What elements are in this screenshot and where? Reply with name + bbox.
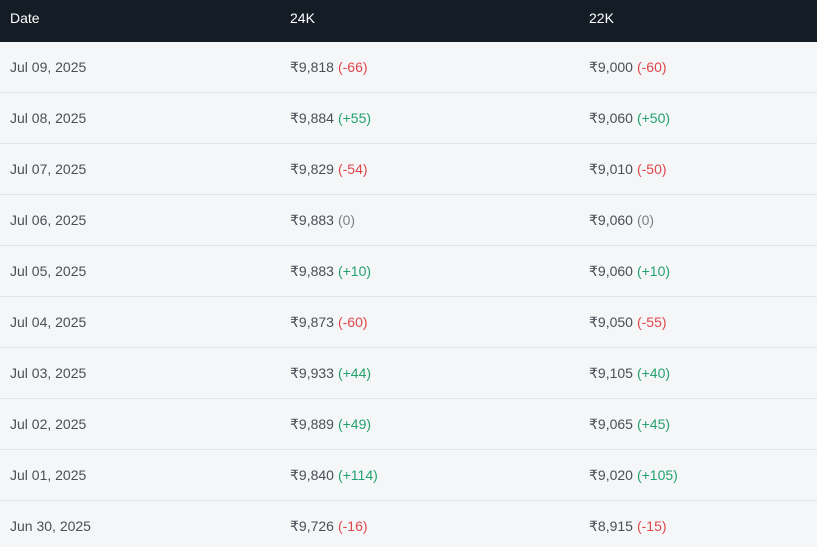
change-24k: (+49)	[337, 415, 372, 432]
row-24k: ₹9,840 (+114)	[290, 467, 589, 484]
price-24k: ₹9,889	[290, 415, 334, 432]
change-22k: (0)	[636, 211, 655, 228]
price-24k: ₹9,840	[290, 466, 334, 483]
row-22k: ₹8,915 (-15)	[589, 518, 817, 535]
row-24k: ₹9,818 (-66)	[290, 59, 589, 76]
header-date: Date	[10, 10, 40, 26]
row-date: Jul 05, 2025	[10, 263, 87, 279]
row-24k: ₹9,883 (0)	[290, 212, 589, 229]
price-22k: ₹9,050	[589, 313, 633, 330]
change-24k: (-54)	[337, 160, 368, 177]
row-22k: ₹9,065 (+45)	[589, 416, 817, 433]
price-24k: ₹9,883	[290, 211, 334, 228]
row-24k: ₹9,873 (-60)	[290, 314, 589, 331]
row-22k: ₹9,020 (+105)	[589, 467, 817, 484]
row-22k: ₹9,060 (0)	[589, 212, 817, 229]
price-24k: ₹9,933	[290, 364, 334, 381]
price-24k: ₹9,726	[290, 517, 334, 534]
change-22k: (-55)	[636, 313, 667, 330]
row-24k: ₹9,884 (+55)	[290, 110, 589, 127]
price-24k: ₹9,873	[290, 313, 334, 330]
change-22k: (-60)	[636, 58, 667, 75]
table-row: Jun 30, 2025 ₹9,726 (-16) ₹8,915 (-15)	[0, 501, 817, 547]
row-date: Jul 03, 2025	[10, 365, 87, 381]
change-22k: (-15)	[636, 517, 667, 534]
price-22k: ₹9,105	[589, 364, 633, 381]
row-date: Jul 01, 2025	[10, 467, 87, 483]
row-24k: ₹9,829 (-54)	[290, 161, 589, 178]
header-24k: 24K	[290, 10, 315, 26]
change-24k: (-16)	[337, 517, 368, 534]
row-22k: ₹9,060 (+50)	[589, 110, 817, 127]
price-22k: ₹9,000	[589, 58, 633, 75]
row-date: Jun 30, 2025	[10, 518, 91, 534]
change-22k: (+10)	[636, 262, 671, 279]
table-header: Date 24K 22K	[0, 0, 817, 42]
header-22k: 22K	[589, 10, 614, 26]
price-22k: ₹9,065	[589, 415, 633, 432]
row-24k: ₹9,933 (+44)	[290, 365, 589, 382]
table-row: Jul 07, 2025 ₹9,829 (-54) ₹9,010 (-50)	[0, 144, 817, 195]
price-24k: ₹9,883	[290, 262, 334, 279]
row-24k: ₹9,726 (-16)	[290, 518, 589, 535]
row-date: Jul 08, 2025	[10, 110, 87, 126]
row-22k: ₹9,000 (-60)	[589, 59, 817, 76]
row-22k: ₹9,010 (-50)	[589, 161, 817, 178]
table-row: Jul 08, 2025 ₹9,884 (+55) ₹9,060 (+50)	[0, 93, 817, 144]
change-22k: (+45)	[636, 415, 671, 432]
price-24k: ₹9,884	[290, 109, 334, 126]
row-date: Jul 09, 2025	[10, 59, 87, 75]
price-22k: ₹9,060	[589, 211, 633, 228]
price-24k: ₹9,818	[290, 58, 334, 75]
row-22k: ₹9,060 (+10)	[589, 263, 817, 280]
row-date: Jul 06, 2025	[10, 212, 87, 228]
row-24k: ₹9,889 (+49)	[290, 416, 589, 433]
table-body: Jul 09, 2025 ₹9,818 (-66) ₹9,000 (-60) Jul 08…	[0, 42, 817, 547]
change-24k: (-66)	[337, 58, 368, 75]
row-date: Jul 04, 2025	[10, 314, 87, 330]
change-24k: (+55)	[337, 109, 372, 126]
price-22k: ₹9,020	[589, 466, 633, 483]
change-22k: (-50)	[636, 160, 667, 177]
price-22k: ₹9,060	[589, 109, 633, 126]
row-24k: ₹9,883 (+10)	[290, 263, 589, 280]
table-row: Jul 05, 2025 ₹9,883 (+10) ₹9,060 (+10)	[0, 246, 817, 297]
price-22k: ₹9,010	[589, 160, 633, 177]
price-24k: ₹9,829	[290, 160, 334, 177]
table-row: Jul 09, 2025 ₹9,818 (-66) ₹9,000 (-60)	[0, 42, 817, 93]
table-row: Jul 04, 2025 ₹9,873 (-60) ₹9,050 (-55)	[0, 297, 817, 348]
price-22k: ₹8,915	[589, 517, 633, 534]
change-24k: (+114)	[337, 466, 378, 483]
change-22k: (+105)	[636, 466, 678, 483]
price-22k: ₹9,060	[589, 262, 633, 279]
row-22k: ₹9,050 (-55)	[589, 314, 817, 331]
change-22k: (+40)	[636, 364, 671, 381]
change-24k: (-60)	[337, 313, 368, 330]
row-date: Jul 02, 2025	[10, 416, 87, 432]
row-date: Jul 07, 2025	[10, 161, 87, 177]
change-24k: (+44)	[337, 364, 372, 381]
change-22k: (+50)	[636, 109, 671, 126]
change-24k: (0)	[337, 211, 356, 228]
row-22k: ₹9,105 (+40)	[589, 365, 817, 382]
table-row: Jul 02, 2025 ₹9,889 (+49) ₹9,065 (+45)	[0, 399, 817, 450]
table-row: Jul 03, 2025 ₹9,933 (+44) ₹9,105 (+40)	[0, 348, 817, 399]
table-row: Jul 01, 2025 ₹9,840 (+114) ₹9,020 (+105)	[0, 450, 817, 501]
table-row: Jul 06, 2025 ₹9,883 (0) ₹9,060 (0)	[0, 195, 817, 246]
change-24k: (+10)	[337, 262, 372, 279]
